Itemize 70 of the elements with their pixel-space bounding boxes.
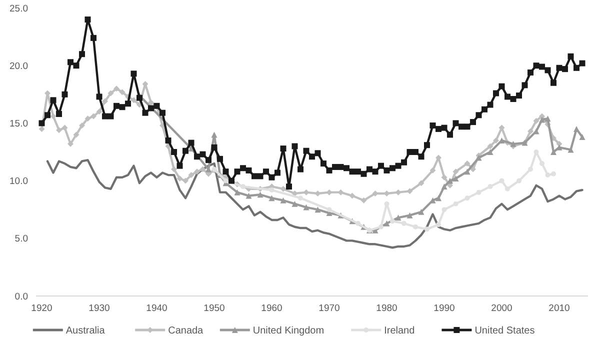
point xyxy=(545,172,550,178)
point xyxy=(292,200,298,207)
x-tick-label: 1960 xyxy=(261,303,282,314)
x-tick-label: 1990 xyxy=(434,303,455,314)
point xyxy=(510,140,516,147)
point xyxy=(378,224,384,230)
point xyxy=(452,175,459,182)
y-tick-label: 0.0 xyxy=(14,291,28,302)
point xyxy=(303,204,310,210)
x-tick-label: 2000 xyxy=(491,303,512,314)
point xyxy=(464,196,470,201)
point xyxy=(223,178,228,184)
x-tick-label: 2010 xyxy=(548,303,570,314)
point xyxy=(574,126,580,132)
point xyxy=(539,116,545,123)
point xyxy=(298,196,303,201)
point xyxy=(268,195,275,202)
point xyxy=(280,197,286,204)
point xyxy=(211,132,218,138)
point xyxy=(540,161,544,166)
point xyxy=(516,178,522,184)
x-tick-label: 1940 xyxy=(146,303,168,314)
point xyxy=(384,201,390,206)
point xyxy=(384,220,390,226)
point xyxy=(441,184,448,190)
y-tick-label: 5.0 xyxy=(14,234,28,245)
y-tick-label: 10.0 xyxy=(10,176,28,188)
point xyxy=(390,218,395,224)
legend-label: United Kingdom xyxy=(252,326,324,336)
point xyxy=(453,201,458,206)
point xyxy=(406,212,413,218)
point xyxy=(544,116,551,122)
y-tick-label: 25.0 xyxy=(10,3,28,14)
point xyxy=(240,184,246,190)
point xyxy=(442,207,447,212)
point xyxy=(418,208,424,215)
legend-label: Australia xyxy=(66,326,106,336)
point xyxy=(551,171,556,176)
point xyxy=(424,226,430,232)
point xyxy=(413,224,418,230)
point xyxy=(464,168,470,175)
x-tick-label: 1970 xyxy=(318,303,340,314)
x-tick-label: 1920 xyxy=(31,303,52,314)
point xyxy=(314,206,321,213)
point xyxy=(395,214,402,221)
point xyxy=(476,190,482,195)
point xyxy=(234,189,240,196)
point xyxy=(487,149,494,155)
legend-label: Ireland xyxy=(384,326,415,336)
point xyxy=(269,188,274,193)
point xyxy=(436,195,442,202)
point xyxy=(505,186,510,192)
point xyxy=(246,192,252,199)
point xyxy=(579,134,586,140)
legend-label: Canada xyxy=(168,326,204,336)
point xyxy=(257,192,264,198)
y-tick-label: 15.0 xyxy=(10,118,28,130)
y-tick-label: 20.0 xyxy=(10,60,28,72)
point xyxy=(402,220,406,226)
point xyxy=(488,184,493,190)
point xyxy=(326,207,332,212)
x-tick-label: 1950 xyxy=(204,303,225,314)
line-series xyxy=(46,158,584,249)
x-tick-label: 1980 xyxy=(376,303,398,314)
x-tick-label: 1930 xyxy=(88,303,110,314)
point xyxy=(499,178,504,184)
point xyxy=(436,222,441,228)
point xyxy=(528,166,533,172)
legend-label: United States xyxy=(474,326,535,336)
point xyxy=(356,220,360,226)
